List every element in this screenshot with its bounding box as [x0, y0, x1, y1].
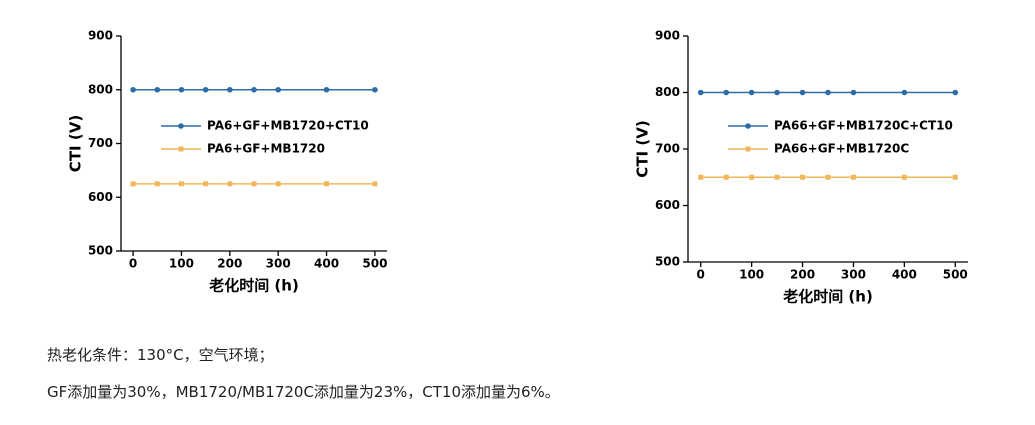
- y-axis-label: CTI (V): [634, 120, 652, 177]
- charts: 500 600 700 800 900 0 100 200 300 400 500 老化时间 (h) C…: [67, 29, 968, 306]
- marker: [749, 174, 755, 180]
- marker: [227, 86, 233, 93]
- x-tick-label: 100: [739, 268, 764, 282]
- marker: [952, 89, 959, 96]
- x-tick-label: 200: [217, 257, 242, 271]
- marker: [850, 89, 857, 96]
- marker: [203, 181, 209, 187]
- y-tick-label: 600: [88, 190, 113, 204]
- marker: [745, 146, 751, 152]
- marker: [372, 86, 378, 93]
- marker: [154, 86, 161, 93]
- marker: [154, 181, 160, 187]
- marker: [952, 174, 958, 180]
- y-tick-label: 800: [655, 85, 680, 99]
- marker: [901, 89, 908, 96]
- marker: [723, 89, 729, 96]
- marker: [275, 86, 281, 93]
- marker: [774, 174, 780, 180]
- y-tick-label: 700: [655, 142, 680, 156]
- marker: [251, 181, 257, 187]
- x-tick-label: 400: [314, 257, 339, 271]
- y-tick-label: 500: [655, 255, 680, 269]
- x-axis-label: 老化时间 (h): [782, 288, 873, 306]
- marker: [748, 89, 755, 96]
- marker: [130, 181, 136, 187]
- legend-label: PA66+GF+MB1720C: [774, 142, 909, 156]
- marker: [178, 86, 185, 93]
- legend-label: PA6+GF+MB1720: [207, 142, 325, 156]
- legend-label: PA66+GF+MB1720C+CT10: [774, 119, 953, 133]
- y-tick-label: 700: [88, 136, 113, 150]
- y-tick-label: 900: [655, 29, 680, 43]
- marker: [774, 89, 780, 96]
- marker: [227, 181, 233, 187]
- marker: [178, 181, 184, 187]
- x-tick-label: 500: [362, 257, 387, 271]
- y-tick-label: 500: [88, 244, 113, 258]
- x-tick-label: 300: [266, 257, 291, 271]
- x-tick-label: 0: [697, 268, 705, 282]
- y-tick-label: 600: [655, 198, 680, 212]
- x-axis-label: 老化时间 (h): [208, 277, 299, 295]
- note: 热老化条件：130°C，空气环境；: [47, 346, 274, 364]
- x-tick-label: 400: [892, 268, 917, 282]
- marker: [901, 174, 907, 180]
- marker: [275, 181, 281, 187]
- y-tick-label: 800: [88, 82, 113, 96]
- y-tick-label: 900: [88, 29, 113, 43]
- marker: [130, 86, 136, 93]
- marker: [323, 86, 330, 93]
- marker: [697, 89, 704, 96]
- note: GF添加量为30%，MB1720/MB1720C添加量为23%，CT10添加量为…: [47, 383, 560, 401]
- marker: [723, 174, 729, 180]
- marker: [850, 174, 856, 180]
- x-tick-label: 500: [943, 268, 968, 282]
- x-tick-label: 0: [129, 257, 137, 271]
- x-tick-label: 300: [841, 268, 866, 282]
- marker: [324, 181, 330, 187]
- x-tick-label: 200: [790, 268, 815, 282]
- marker: [372, 181, 378, 187]
- marker: [745, 123, 751, 129]
- marker: [799, 89, 806, 96]
- y-axis-label: CTI (V): [67, 115, 85, 172]
- marker: [825, 174, 831, 180]
- marker: [178, 123, 184, 129]
- legend-label: PA6+GF+MB1720+CT10: [207, 119, 369, 133]
- marker: [800, 174, 806, 180]
- x-tick-label: 100: [169, 257, 194, 271]
- marker: [251, 86, 257, 93]
- marker: [825, 89, 831, 96]
- marker: [178, 146, 184, 152]
- marker: [202, 86, 209, 93]
- marker: [698, 174, 704, 180]
